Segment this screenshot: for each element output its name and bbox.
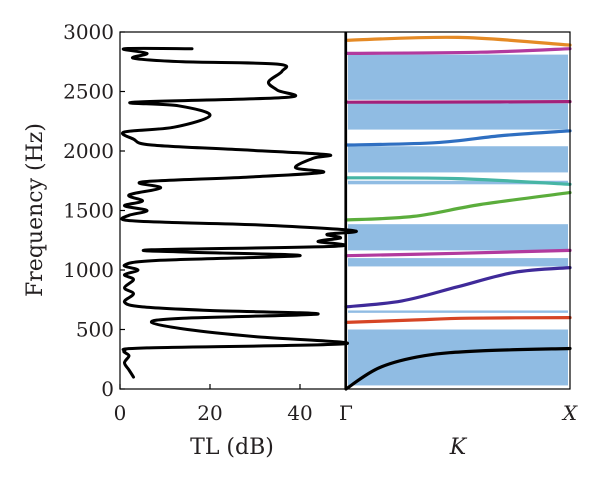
band-curve-10 [346,37,570,45]
band-gap-4 [348,224,568,250]
tl-curve [122,48,357,377]
x-point-label: X [561,401,578,425]
y-tick-label: 3000 [63,20,114,44]
band-curve-2 [346,318,570,323]
gamma-point-label: Γ [339,401,353,425]
band-gap-3 [348,258,568,266]
band-curve-7 [346,131,570,145]
band-gap-1 [348,330,568,386]
band-gap-7 [348,103,568,129]
tl-curve-layer [122,48,357,377]
y-tick-label: 0 [101,377,114,401]
y-tick-label: 1500 [63,199,114,223]
tl-x-axis-title: TL (dB) [190,435,274,460]
y-tick-label: 2500 [63,80,114,104]
band-curve-4 [346,250,570,255]
tl-x-tick-label: 0 [114,401,127,425]
band-gap-2 [348,310,568,312]
band-curve-8 [346,102,570,103]
y-tick-label: 1000 [63,258,114,282]
band-curve-3 [346,268,570,307]
band-curve-5 [346,193,570,220]
tl-x-tick-label: 20 [197,401,222,425]
band-curve-9 [346,49,570,54]
band-gap-8 [348,55,568,100]
tl-x-tick-label: 40 [287,401,312,425]
band-x-axis-title: K [449,435,468,460]
y-tick-label: 2000 [63,139,114,163]
y-axis-title: Frequency (Hz) [23,123,48,297]
band-gap-6 [348,146,568,172]
y-tick-label: 500 [76,318,114,342]
